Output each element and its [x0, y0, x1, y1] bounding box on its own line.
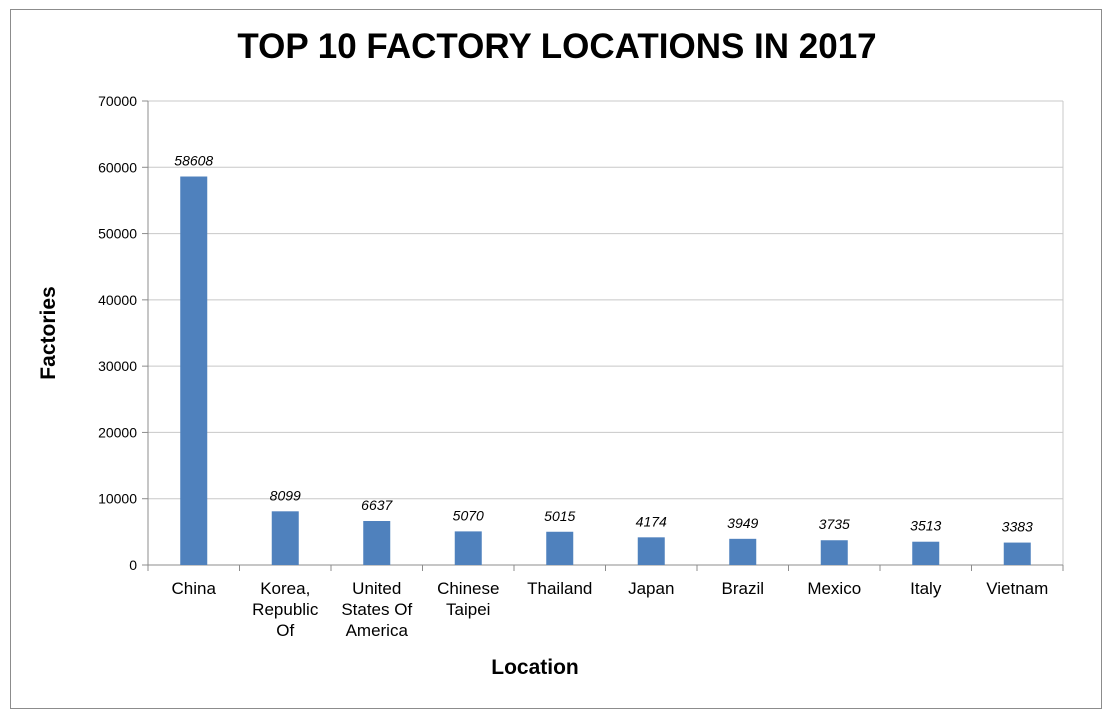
x-axis-title: Location: [491, 656, 579, 679]
category-label-line: Mexico: [807, 579, 861, 598]
y-tick-label: 50000: [98, 226, 137, 242]
category-label-line: Republic: [252, 600, 319, 619]
bar: [912, 541, 940, 565]
category-label: China: [172, 579, 217, 598]
data-label: 8099: [270, 487, 301, 503]
category-label-line: Brazil: [721, 579, 764, 598]
category-label-line: Vietnam: [986, 579, 1048, 598]
bar: [637, 537, 665, 565]
y-tick-label: 40000: [98, 292, 137, 308]
bar: [729, 538, 757, 565]
y-tick-label: 10000: [98, 491, 137, 507]
category-label-line: States Of: [341, 600, 412, 619]
axes: [142, 100, 1064, 571]
bar: [1003, 542, 1031, 565]
category-label: Japan: [628, 579, 674, 598]
category-label: Mexico: [807, 579, 861, 598]
category-label-line: Taipei: [446, 600, 490, 619]
bar: [454, 531, 482, 565]
labels: 0 10000 20000 30000 40000 50000 60000 70000 5860…: [98, 93, 1048, 640]
data-label: 6637: [361, 497, 393, 513]
y-tick-label: 60000: [98, 159, 137, 175]
bar: [363, 521, 391, 565]
chart-title: TOP 10 FACTORY LOCATIONS IN 2017: [237, 27, 877, 66]
bar: [180, 176, 208, 565]
y-tick-label: 0: [129, 557, 137, 573]
category-label-line: Korea,: [260, 579, 310, 598]
category-label: Vietnam: [986, 579, 1048, 598]
data-label: 3949: [727, 515, 758, 531]
data-label: 5070: [453, 507, 484, 523]
category-label-line: America: [346, 621, 409, 640]
category-label: Korea, Republic Of: [252, 579, 319, 640]
category-label-line: Thailand: [527, 579, 592, 598]
data-label: 3513: [910, 518, 941, 534]
category-label-line: Chinese: [437, 579, 499, 598]
category-label-line: Japan: [628, 579, 674, 598]
category-label: Brazil: [721, 579, 764, 598]
category-label-line: Italy: [910, 579, 942, 598]
data-label: 58608: [174, 153, 213, 169]
category-label: Chinese Taipei: [437, 579, 499, 619]
data-label: 3735: [819, 516, 850, 532]
gridlines: [148, 100, 1063, 500]
category-label-line: Of: [276, 621, 294, 640]
y-tick-label: 20000: [98, 424, 137, 440]
bar: [271, 511, 299, 565]
bar: [546, 531, 574, 565]
y-tick-label: 30000: [98, 358, 137, 374]
category-label: United States Of America: [341, 579, 412, 640]
bars: [180, 176, 1031, 565]
data-label: 3383: [1002, 519, 1033, 535]
category-label: Thailand: [527, 579, 592, 598]
category-label-line: China: [172, 579, 217, 598]
data-label: 4174: [636, 513, 667, 529]
bar: [820, 540, 848, 565]
category-label: Italy: [910, 579, 942, 598]
y-tick-label: 70000: [98, 93, 137, 109]
data-label: 5015: [544, 508, 575, 524]
category-label-line: United: [352, 579, 401, 598]
